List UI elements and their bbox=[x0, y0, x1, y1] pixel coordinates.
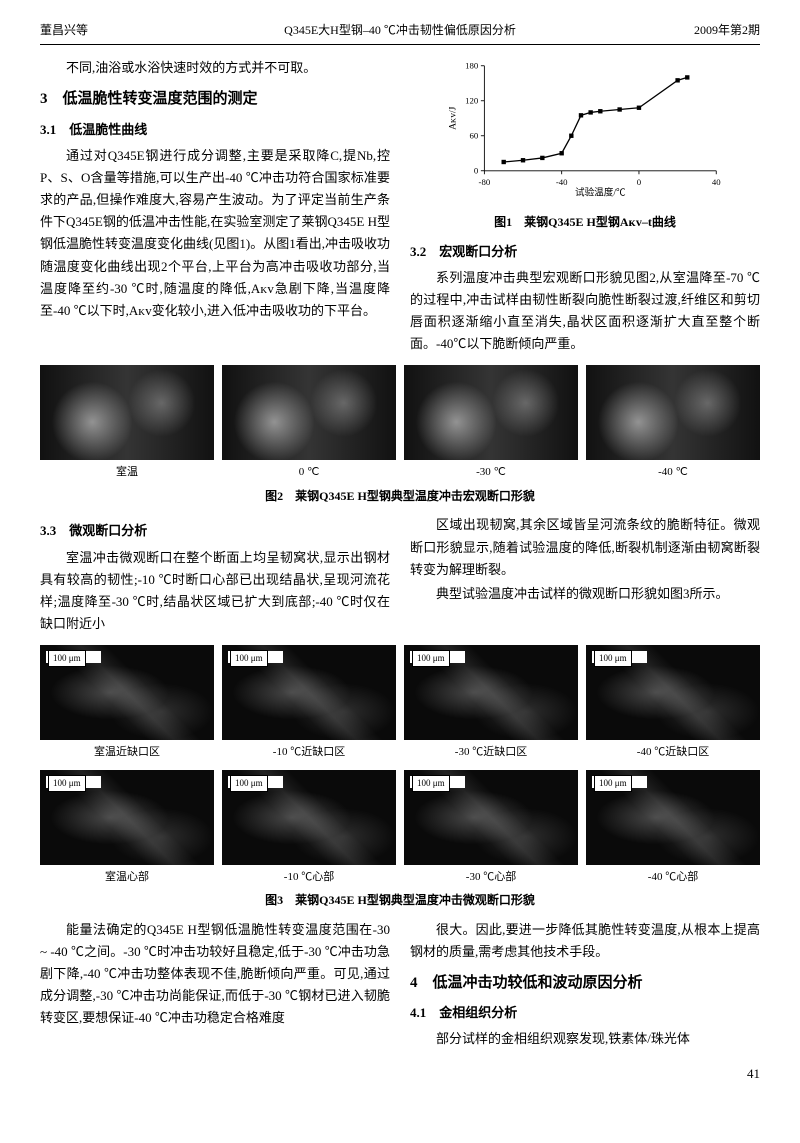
fig2-label-1: 0 ℃ bbox=[222, 463, 396, 482]
fig3-r2-2: -30 ℃心部 bbox=[404, 868, 578, 887]
micro-image: 100 μm bbox=[404, 645, 578, 740]
micro-image: 100 μm bbox=[40, 645, 214, 740]
svg-text:60: 60 bbox=[470, 131, 479, 141]
header-right: 2009年第2期 bbox=[520, 20, 760, 40]
section-3-2-body: 系列温度冲击典型宏观断口形貌见图2,从室温降至-70 ℃的过程中,冲击试样由韧性… bbox=[410, 267, 760, 355]
fig3-r2-1: -10 ℃心部 bbox=[222, 868, 396, 887]
micro-image: 100 μm bbox=[222, 645, 396, 740]
fracture-image bbox=[222, 365, 396, 460]
svg-text:40: 40 bbox=[712, 177, 721, 187]
fig3-r2-3: -40 ℃心部 bbox=[586, 868, 760, 887]
fracture-image bbox=[40, 365, 214, 460]
intro-tail: 不同,油浴或水浴快速时效的方式并不可取。 bbox=[40, 57, 390, 79]
fig3-r1-0: 室温近缺口区 bbox=[40, 743, 214, 762]
page-header: 董昌兴等 Q345E大H型钢–40 ℃冲击韧性偏低原因分析 2009年第2期 bbox=[40, 20, 760, 45]
fig2-label-0: 室温 bbox=[40, 463, 214, 482]
figure-3-row1: 100 μm 室温近缺口区 100 μm -10 ℃近缺口区 100 μm -30 ℃… bbox=[40, 645, 760, 762]
section-3-title: 3 低温脆性转变温度范围的测定 bbox=[40, 87, 390, 113]
micro-image: 100 μm bbox=[586, 770, 760, 865]
svg-text:试验温度/℃: 试验温度/℃ bbox=[575, 187, 626, 198]
section-4-1-title: 4.1 金相组织分析 bbox=[410, 1002, 760, 1024]
svg-text:-40: -40 bbox=[556, 177, 568, 187]
svg-text:0: 0 bbox=[637, 177, 642, 187]
section-3-3-tail1: 能量法确定的Q345E H型钢低温脆性转变温度范围在-30 ~ -40 ℃之间。… bbox=[40, 919, 390, 1029]
section-3-3-body3: 典型试验温度冲击试样的微观断口形貌如图3所示。 bbox=[410, 583, 760, 605]
header-center: Q345E大H型钢–40 ℃冲击韧性偏低原因分析 bbox=[280, 20, 520, 40]
micro-image: 100 μm bbox=[586, 645, 760, 740]
section-3-3-body2: 区域出现韧窝,其余区域皆呈河流条纹的脆断特征。微观断口形貌显示,随着试验温度的降… bbox=[410, 514, 760, 580]
section-3-3-title: 3.3 微观断口分析 bbox=[40, 520, 390, 542]
micro-image: 100 μm bbox=[404, 770, 578, 865]
page-number: 41 bbox=[40, 1063, 760, 1085]
fig2-label-3: -40 ℃ bbox=[586, 463, 760, 482]
header-left: 董昌兴等 bbox=[40, 20, 280, 40]
figure-3-row2: 100 μm 室温心部 100 μm -10 ℃心部 100 μm -30 ℃心部 1… bbox=[40, 770, 760, 887]
figure-2-caption: 图2 莱钢Q345E H型钢典型温度冲击宏观断口形貌 bbox=[40, 486, 760, 506]
svg-text:Aᴋᴠ/J: Aᴋᴠ/J bbox=[448, 107, 459, 131]
section-3-3-body1: 室温冲击微观断口在整个断面上均呈韧窝状,显示出钢材具有较高的韧性;-10 ℃时断… bbox=[40, 547, 390, 635]
micro-image: 100 μm bbox=[40, 770, 214, 865]
fig3-r1-1: -10 ℃近缺口区 bbox=[222, 743, 396, 762]
figure-1-caption: 图1 莱钢Q345E H型钢Aᴋᴠ–t曲线 bbox=[410, 212, 760, 232]
section-3-3-tail2: 很大。因此,要进一步降低其脆性转变温度,从根本上提高钢材的质量,需考虑其他技术手… bbox=[410, 919, 760, 963]
fig3-r2-0: 室温心部 bbox=[40, 868, 214, 887]
fig3-r1-2: -30 ℃近缺口区 bbox=[404, 743, 578, 762]
svg-text:-80: -80 bbox=[479, 177, 491, 187]
section-3-2-title: 3.2 宏观断口分析 bbox=[410, 241, 760, 263]
section-3-1-body: 通过对Q345E钢进行成分调整,主要是采取降C,提Nb,控P、S、O含量等措施,… bbox=[40, 145, 390, 322]
figure-1-chart: -80 -40 0 40 0 60 120 180 试验温度/℃ Aᴋᴠ/J bbox=[410, 57, 760, 197]
fracture-image bbox=[404, 365, 578, 460]
svg-text:180: 180 bbox=[465, 61, 479, 71]
section-3-1-title: 3.1 低温脆性曲线 bbox=[40, 119, 390, 141]
micro-image: 100 μm bbox=[222, 770, 396, 865]
fracture-image bbox=[586, 365, 760, 460]
fig3-r1-3: -40 ℃近缺口区 bbox=[586, 743, 760, 762]
section-4-1-body: 部分试样的金相组织观察发现,铁素体/珠光体 bbox=[410, 1028, 760, 1050]
svg-text:120: 120 bbox=[465, 96, 479, 106]
svg-text:0: 0 bbox=[474, 166, 479, 176]
figure-3-caption: 图3 莱钢Q345E H型钢典型温度冲击微观断口形貌 bbox=[40, 890, 760, 910]
fig2-label-2: -30 ℃ bbox=[404, 463, 578, 482]
figure-2-row: 室温 0 ℃ -30 ℃ -40 ℃ bbox=[40, 365, 760, 482]
section-4-title: 4 低温冲击功较低和波动原因分析 bbox=[410, 971, 760, 997]
